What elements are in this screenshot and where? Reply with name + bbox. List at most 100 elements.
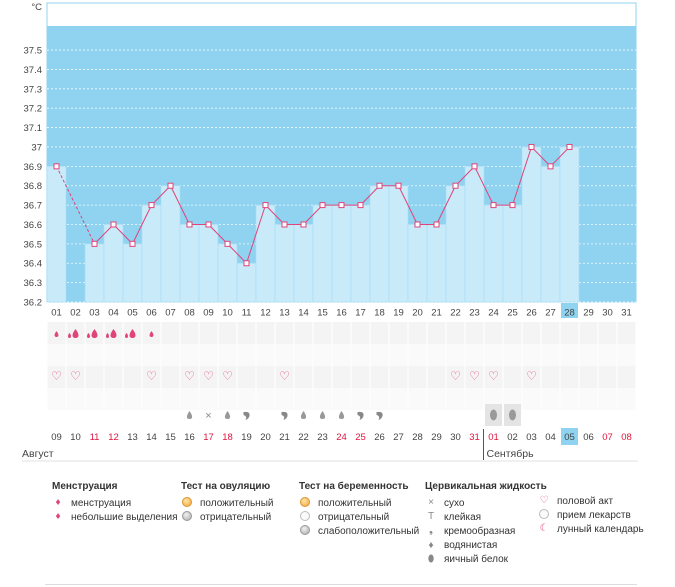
cycle-day-label: 14	[298, 308, 309, 319]
month-label: Август	[22, 448, 54, 460]
calendar-date-label: 26	[374, 432, 385, 443]
heart-icon: ♡	[279, 369, 290, 383]
legend-item: положительный	[318, 497, 392, 509]
cycle-day-label: 29	[583, 308, 594, 319]
calendar-date-label: 19	[241, 432, 252, 443]
sticky-icon: T	[427, 511, 435, 523]
cycle-day-label: 07	[165, 308, 176, 319]
legend-ovulation-title: Тест на овуляцию	[181, 481, 271, 492]
temp-line-segment	[113, 224, 133, 245]
calendar-date-label: 12	[108, 432, 119, 443]
egg-white-icon	[509, 409, 516, 421]
calendar-date-label: 10	[70, 432, 81, 443]
calendar-date-label: 24	[336, 432, 347, 443]
egg-white-icon	[490, 409, 497, 421]
temp-area-bar	[521, 146, 542, 303]
menstruation-drop-icon	[91, 329, 98, 338]
menstruation-drop-icon	[125, 333, 128, 338]
watery-drop-icon	[338, 411, 345, 419]
temp-line-segment	[246, 204, 266, 264]
calendar-date-label: 08	[621, 432, 632, 443]
temp-area-bar	[559, 146, 580, 303]
heart-icon: ♡	[539, 495, 549, 507]
temp-point	[129, 240, 136, 247]
cycle-day-label: 03	[89, 308, 100, 319]
dry-cross-icon: ×	[428, 497, 434, 509]
month-label: Сентябрь	[487, 448, 535, 460]
temp-area-bar	[160, 185, 181, 303]
creamy-icon	[243, 411, 250, 420]
legend-item: менструация	[71, 497, 132, 509]
heart-icon: ♡	[222, 369, 233, 383]
heart-icon: ♡	[203, 369, 214, 383]
menstruation-drop-icon	[54, 331, 59, 337]
temp-area-bar	[236, 262, 257, 303]
pregnancy-negative-icon	[300, 511, 310, 522]
legend-other: ♡ половой акт прием лекарств ☾ лунный кале…	[538, 494, 644, 537]
temp-point	[528, 143, 535, 150]
temp-area-bar	[179, 224, 200, 303]
cycle-day-label: 10	[222, 308, 233, 319]
creamy-icon: ❟	[429, 525, 433, 537]
heart-icon: ♡	[146, 369, 157, 383]
temp-line-segment	[303, 204, 323, 225]
heart-icon: ♡	[51, 369, 62, 383]
menstruation-drop-icon	[129, 329, 136, 338]
temp-line-segment	[455, 165, 475, 187]
calendar-date-label: 11	[90, 432, 100, 443]
cycle-day-label: 02	[70, 308, 81, 319]
legend-item: прием лекарств	[557, 509, 631, 521]
calendar-date-label: 29	[431, 432, 442, 443]
cycle-day-label: 30	[602, 308, 613, 319]
temp-area-bar	[483, 204, 504, 303]
temp-point	[509, 202, 516, 209]
heart-icon: ♡	[526, 369, 537, 383]
ovulation-negative-icon	[182, 511, 192, 522]
temp-area-bar	[426, 224, 447, 303]
cycle-day-label: 31	[621, 308, 632, 319]
legend-item: водянистая	[444, 540, 498, 552]
temp-point	[91, 240, 98, 247]
calendar-date-label: 17	[203, 432, 214, 443]
temp-point	[53, 163, 60, 170]
temp-area-bar	[350, 204, 371, 303]
calendar-date-label: 28	[412, 432, 423, 443]
temp-line-segment	[436, 185, 456, 225]
temp-line-segment	[208, 224, 228, 245]
temp-line-segment	[132, 204, 152, 245]
temp-point	[224, 240, 231, 247]
pregnancy-positive-icon	[300, 497, 310, 508]
watery-drop-icon	[300, 411, 307, 419]
legend-item: отрицательный	[318, 511, 390, 523]
cycle-day-label: 17	[355, 308, 366, 319]
y-tick-label: 36.9	[24, 162, 43, 173]
calendar-date-label: 16	[184, 432, 195, 443]
marker-row-bg	[47, 322, 636, 344]
temp-line-segment	[265, 204, 285, 225]
cycle-day-label: 12	[260, 308, 271, 319]
calendar-date-label: 04	[545, 432, 556, 443]
legend-pregnancy-title: Тест на беременность	[299, 481, 409, 492]
temp-area-bar	[198, 224, 219, 303]
temp-line-segment	[512, 146, 532, 206]
y-tick-label: 36.4	[24, 259, 43, 270]
temp-point	[566, 143, 573, 150]
temp-area-bar	[464, 166, 485, 303]
calendar-date-label: 21	[279, 432, 290, 443]
cycle-day-label: 16	[336, 308, 347, 319]
egg-white-icon: ⬮	[427, 553, 435, 565]
legend-cervical-title: Цервикальная жидкость	[425, 481, 547, 492]
menstruation-drop-icon	[106, 333, 109, 338]
heart-icon: ♡	[70, 369, 81, 383]
temp-line-segment	[360, 185, 380, 206]
temp-line-segment	[170, 185, 190, 225]
cycle-day-label: 08	[184, 308, 195, 319]
spotting-drop-icon: ♦	[55, 511, 61, 523]
temp-area-bar	[407, 224, 428, 303]
temp-area-bar	[217, 243, 238, 303]
marker-row-bg	[47, 344, 636, 366]
heart-icon: ♡	[488, 369, 499, 383]
calendar-date-label: 01	[488, 432, 499, 443]
cycle-day-label: 18	[374, 308, 385, 319]
watery-drop-icon	[186, 411, 193, 419]
